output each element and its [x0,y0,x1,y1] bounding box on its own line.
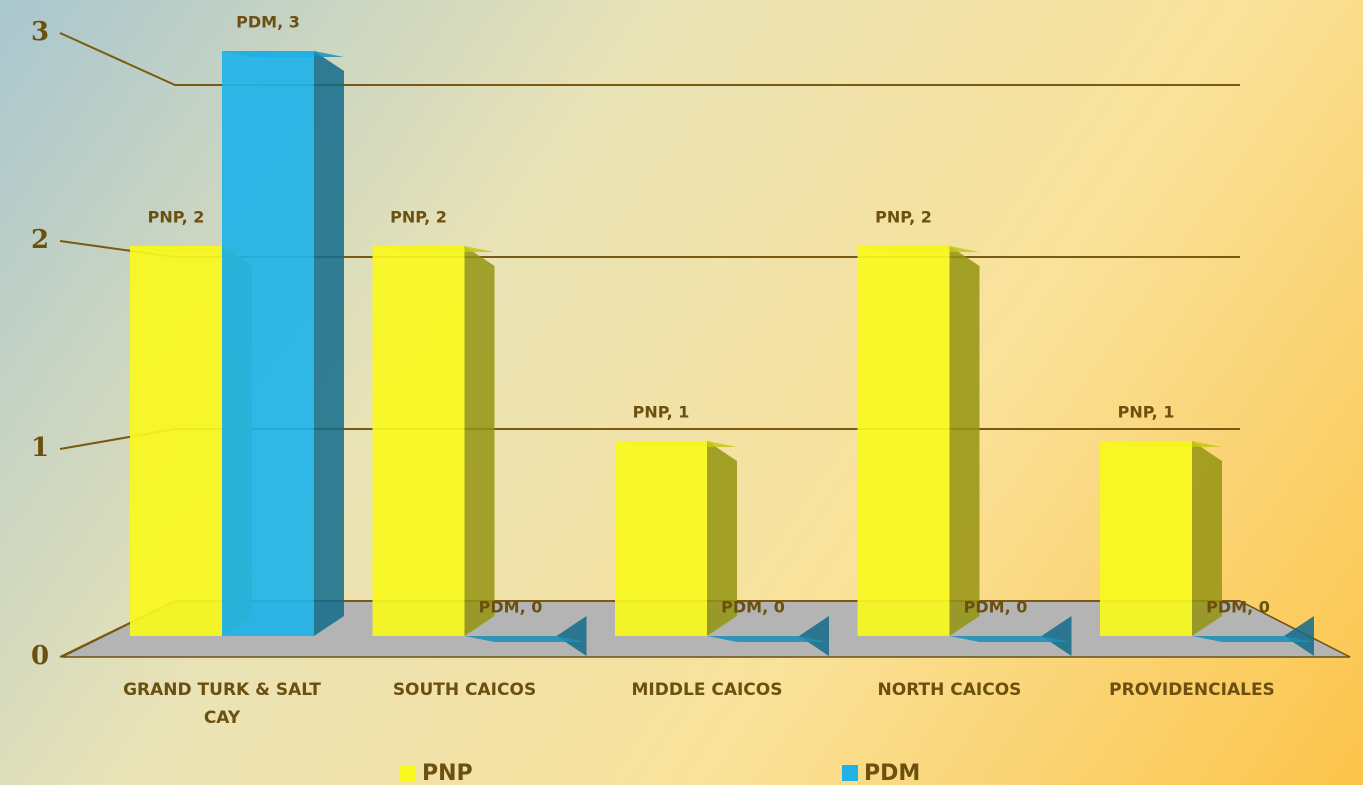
bar [372,246,465,636]
legend-swatch [400,765,416,781]
bar-side [464,246,495,636]
data-label: PDM, 0 [964,598,1028,617]
bar-top [707,636,829,642]
bar-side [707,441,737,636]
legend-swatch [842,765,858,781]
bar [1100,441,1192,636]
legend-label: PNP [422,761,473,785]
y-tick-label: 3 [31,17,49,47]
bar [130,246,222,636]
y-tick-label: 1 [31,433,49,463]
x-tick-label: PROVIDENCIALES [1109,680,1275,700]
data-label: PNP, 2 [148,208,205,227]
legend-label: PDM [864,761,920,785]
bar-side [1041,616,1072,656]
x-tick-label: SOUTH CAICOS [392,680,537,700]
bar-side [556,616,587,656]
bar-top [949,636,1072,642]
data-label: PNP, 2 [390,208,447,227]
data-label: PNP, 1 [633,403,690,422]
grid-line [59,32,1240,86]
x-tick-label: MIDDLE CAICOS [631,680,783,700]
bar-side [314,51,344,636]
bar-top [1192,636,1314,642]
x-tick-label: GRAND TURK & SALT CAY [123,680,321,728]
bar-side [799,616,829,656]
bar [222,51,314,636]
bar-side [1192,441,1222,636]
bar-side [949,246,980,636]
bar-side [1284,616,1314,656]
bar-top [464,636,587,642]
data-label: PDM, 0 [721,598,785,617]
x-tick-label: NORTH CAICOS [877,680,1022,700]
bar [615,441,707,636]
data-label: PDM, 3 [236,13,300,32]
data-label: PDM, 0 [479,598,543,617]
data-label: PDM, 0 [1206,598,1270,617]
data-label: PNP, 1 [1118,403,1175,422]
bar [857,246,950,636]
y-tick-label: 2 [31,225,49,255]
data-label: PNP, 2 [875,208,932,227]
y-tick-label: 0 [31,641,49,671]
